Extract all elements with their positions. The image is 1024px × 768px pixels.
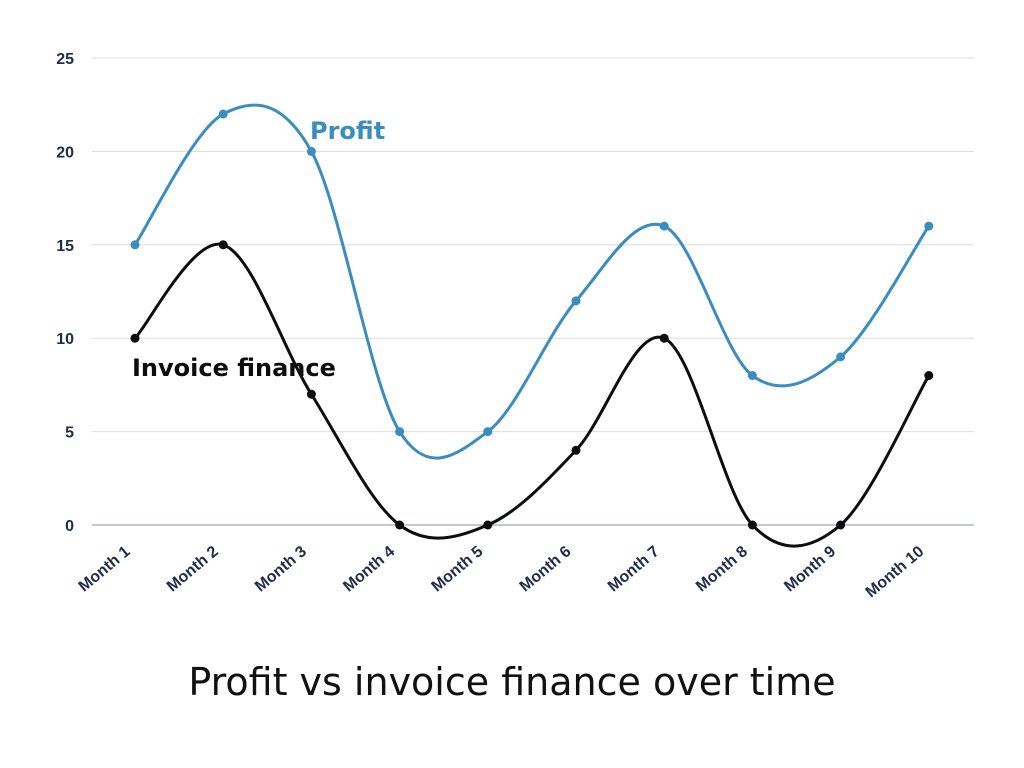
invoice-finance-point bbox=[836, 520, 846, 530]
y-tick-label: 10 bbox=[56, 331, 74, 348]
x-tick-label: Month 6 bbox=[517, 543, 575, 596]
profit-point bbox=[836, 352, 846, 362]
invoice-finance-point bbox=[659, 333, 669, 343]
y-tick-label: 20 bbox=[56, 144, 74, 161]
invoice-finance-point bbox=[924, 371, 934, 381]
x-tick-label: Month 2 bbox=[164, 543, 222, 596]
x-tick-label: Month 10 bbox=[863, 543, 928, 601]
y-tick-label: 25 bbox=[56, 51, 74, 68]
x-tick-label: Month 3 bbox=[252, 543, 310, 596]
x-tick-label: Month 1 bbox=[76, 543, 134, 596]
profit-point bbox=[218, 109, 228, 119]
invoice-finance-point bbox=[218, 240, 228, 250]
x-tick-label: Month 5 bbox=[428, 543, 486, 596]
x-tick-label: Month 4 bbox=[340, 543, 398, 596]
invoice-finance-point bbox=[130, 333, 140, 343]
x-axis-ticks: Month 1 Month 2 Month 3 Month 4 Month 5 Month… bbox=[76, 543, 928, 601]
profit-line bbox=[133, 103, 931, 460]
x-tick-label: Month 8 bbox=[693, 543, 751, 596]
chart-title: Profit vs invoice finance over time bbox=[188, 660, 835, 704]
profit-point bbox=[483, 427, 493, 437]
invoice-finance-point bbox=[395, 520, 405, 530]
y-tick-label: 5 bbox=[65, 425, 74, 442]
profit-series-label: Profit bbox=[310, 117, 385, 145]
series-lines bbox=[130, 103, 934, 548]
invoice-finance-point bbox=[306, 389, 316, 399]
profit-point bbox=[130, 240, 140, 250]
y-axis-ticks: 0 5 10 15 20 25 bbox=[56, 51, 74, 535]
profit-point bbox=[659, 221, 669, 231]
profit-point bbox=[571, 296, 581, 306]
profit-point bbox=[395, 427, 405, 437]
invoice-finance-series-label: Invoice finance bbox=[132, 354, 336, 382]
invoice-finance-point bbox=[571, 445, 581, 455]
series-labels: Profit Invoice finance bbox=[132, 117, 385, 382]
profit-point bbox=[306, 146, 316, 156]
x-tick-label: Month 7 bbox=[605, 543, 663, 596]
profit-point bbox=[924, 221, 934, 231]
gridlines bbox=[92, 57, 974, 526]
profit-point bbox=[747, 371, 757, 381]
invoice-finance-point bbox=[747, 520, 757, 530]
y-tick-label: 0 bbox=[65, 518, 74, 535]
invoice-finance-point bbox=[483, 520, 493, 530]
y-tick-label: 15 bbox=[56, 238, 74, 255]
x-tick-label: Month 9 bbox=[781, 543, 839, 596]
invoice-finance-line bbox=[133, 242, 931, 548]
